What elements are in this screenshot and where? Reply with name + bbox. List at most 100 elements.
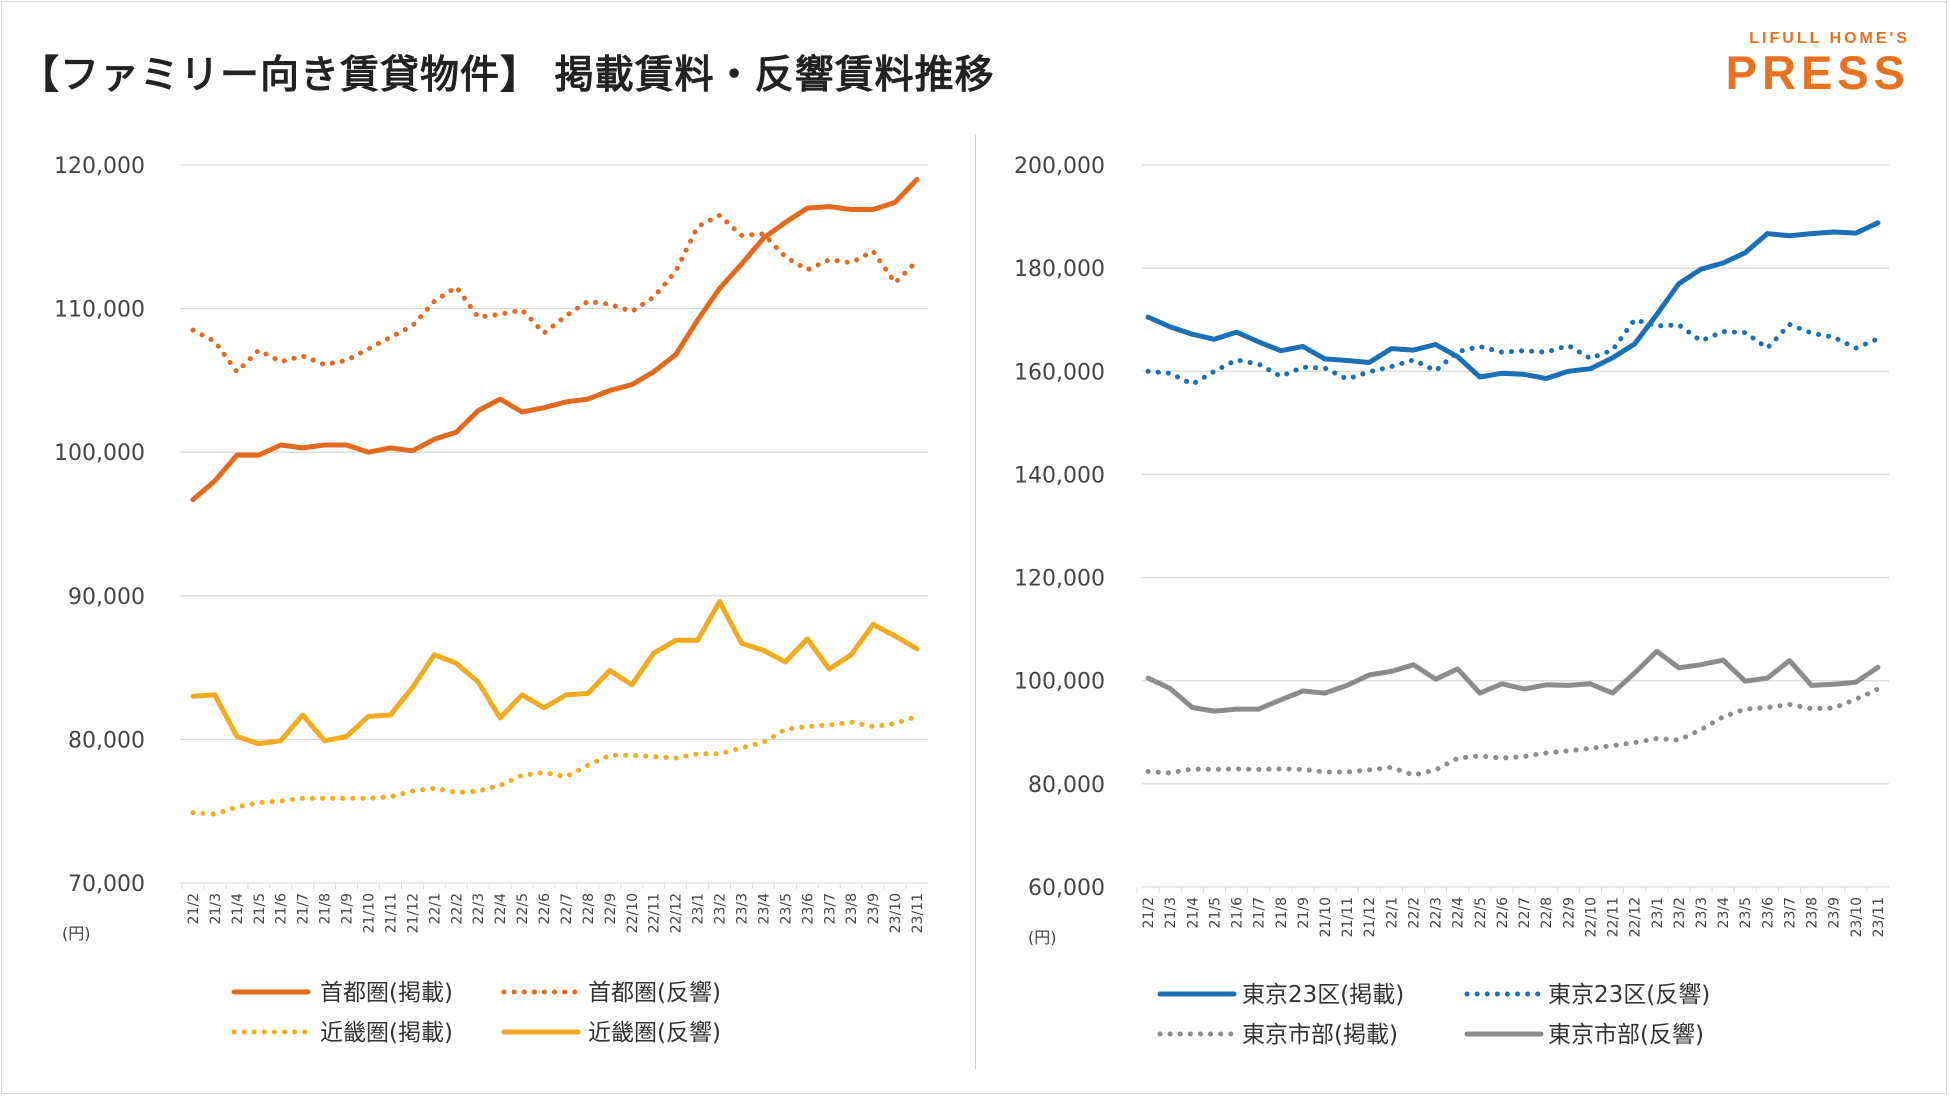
- series-line: [190, 212, 920, 375]
- x-tick-label: 21/10: [362, 893, 378, 933]
- y-tick-label: 110,000: [54, 298, 145, 323]
- legend-label: 東京23区(掲載): [1242, 982, 1404, 1008]
- x-tick-label: 23/11: [910, 893, 926, 933]
- x-tick-label: 23/3: [1694, 897, 1710, 928]
- x-tick-label: 21/8: [318, 893, 334, 924]
- x-tick-label: 22/9: [1561, 897, 1577, 928]
- series-line: [190, 599, 920, 747]
- legend-label: 東京23区(反響): [1548, 982, 1710, 1008]
- series-line: [1145, 317, 1881, 387]
- x-tick-label: 22/4: [493, 893, 509, 925]
- y-tick-label: 80,000: [1028, 773, 1105, 798]
- x-tick-label: 21/5: [252, 893, 268, 924]
- x-tick-label: 21/9: [340, 893, 356, 924]
- x-tick-label: 23/4: [1716, 897, 1732, 929]
- x-tick-label: 22/7: [1517, 897, 1533, 928]
- y-tick-label: 120,000: [1014, 567, 1105, 592]
- x-tick-label: 21/7: [1252, 897, 1268, 928]
- x-tick-label: 22/8: [1539, 897, 1555, 928]
- x-tick-label: 21/4: [230, 893, 246, 925]
- x-tick-label: 22/6: [537, 893, 553, 925]
- x-tick-label: 21/4: [1185, 897, 1201, 929]
- x-tick-label: 22/11: [1606, 897, 1622, 937]
- y-tick-label: 200,000: [1014, 154, 1105, 179]
- logo-main-text: PRESS: [1725, 46, 1910, 99]
- x-tick-label: 21/12: [1362, 897, 1378, 937]
- x-tick-label: 22/1: [427, 893, 443, 924]
- x-tick-label: 21/11: [1340, 897, 1356, 937]
- x-tick-label: 23/10: [1849, 897, 1865, 937]
- x-tick-label: 21/12: [405, 893, 421, 933]
- legend-label: 首都圏(反響): [588, 980, 721, 1006]
- x-tick-label: 22/7: [559, 893, 575, 924]
- x-tick-label: 23/5: [1738, 897, 1754, 928]
- x-tick-label: 22/5: [1473, 897, 1489, 928]
- x-tick-label: 23/1: [691, 893, 707, 924]
- x-tick-label: 21/2: [1141, 897, 1157, 928]
- x-tick-label: 22/5: [515, 893, 531, 924]
- x-tick-label: 22/4: [1451, 897, 1467, 929]
- x-tick-label: 21/2: [186, 893, 202, 924]
- x-tick-label: 21/3: [1163, 897, 1179, 928]
- legend-label: 東京市部(反響): [1548, 1022, 1704, 1048]
- x-tick-label: 21/3: [208, 893, 224, 924]
- x-tick-label: 22/10: [1583, 897, 1599, 937]
- y-tick-label: 120,000: [54, 154, 145, 179]
- x-tick-label: 21/6: [274, 893, 290, 925]
- x-tick-label: 23/11: [1871, 897, 1887, 937]
- x-tick-label: 23/10: [888, 893, 904, 933]
- x-tick-label: 21/6: [1230, 897, 1246, 929]
- y-tick-label: 60,000: [1028, 876, 1105, 901]
- x-tick-label: 22/2: [449, 893, 465, 924]
- x-tick-label: 23/7: [822, 893, 838, 924]
- y-tick-label: 100,000: [54, 441, 145, 466]
- x-tick-label: 22/10: [625, 893, 641, 933]
- series-line: [190, 713, 920, 817]
- x-tick-label: 21/7: [296, 893, 312, 924]
- x-tick-label: 23/8: [1805, 897, 1821, 928]
- x-tick-label: 21/9: [1296, 897, 1312, 928]
- page-title: 【ファミリー向き賃貸物件】 掲載賃料・反響賃料推移: [20, 53, 995, 98]
- x-tick-label: 23/7: [1782, 897, 1798, 928]
- x-tick-label: 21/8: [1274, 897, 1290, 928]
- x-tick-label: 23/1: [1650, 897, 1666, 928]
- x-tick-label: 23/8: [844, 893, 860, 924]
- brand-logo: LIFULL HOME'S PRESS: [1726, 30, 1910, 98]
- x-tick-label: 23/9: [1827, 897, 1843, 928]
- series-line: [1145, 220, 1881, 381]
- x-tick-label: 23/2: [1672, 897, 1688, 928]
- y-tick-label: 100,000: [1014, 670, 1105, 695]
- y-tick-label: 90,000: [68, 585, 145, 610]
- y-tick-label: 80,000: [68, 728, 145, 753]
- legend-label: 近畿圏(反響): [588, 1020, 721, 1046]
- unit-label: (円): [1028, 928, 1057, 947]
- x-tick-label: 23/5: [778, 893, 794, 924]
- chart-divider: [975, 135, 976, 1070]
- x-tick-label: 23/4: [756, 893, 772, 925]
- x-tick-label: 22/8: [581, 893, 597, 924]
- legend-label: 近畿圏(掲載): [320, 1020, 453, 1046]
- x-tick-label: 22/9: [603, 893, 619, 924]
- series-line: [190, 176, 920, 503]
- x-tick-label: 22/12: [669, 893, 685, 933]
- series-line: [1145, 686, 1881, 778]
- x-tick-label: 23/6: [800, 893, 816, 925]
- x-tick-label: 21/10: [1318, 897, 1334, 937]
- y-tick-label: 180,000: [1014, 257, 1105, 282]
- y-tick-label: 140,000: [1014, 463, 1105, 488]
- x-tick-label: 22/3: [1429, 897, 1445, 928]
- x-tick-label: 22/11: [647, 893, 663, 933]
- y-tick-label: 70,000: [68, 872, 145, 897]
- logo-top-text: LIFULL HOME'S: [1749, 30, 1910, 47]
- x-tick-label: 22/1: [1384, 897, 1400, 928]
- x-tick-label: 21/5: [1207, 897, 1223, 928]
- x-tick-label: 23/3: [735, 893, 751, 924]
- x-tick-label: 23/6: [1760, 897, 1776, 929]
- x-tick-label: 22/12: [1628, 897, 1644, 937]
- y-tick-label: 160,000: [1014, 360, 1105, 385]
- x-tick-label: 22/2: [1406, 897, 1422, 928]
- x-tick-label: 22/6: [1495, 897, 1511, 929]
- x-tick-label: 21/11: [383, 893, 399, 933]
